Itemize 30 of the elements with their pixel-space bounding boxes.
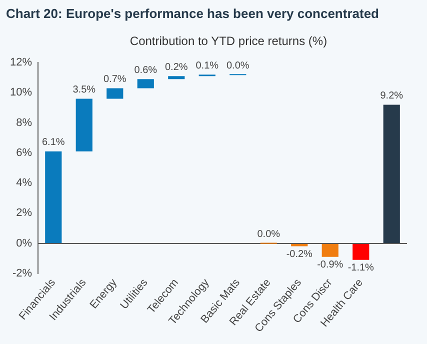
data-label: 9.2%: [380, 90, 404, 102]
y-tick-label: 10%: [10, 86, 32, 99]
data-label: -0.9%: [317, 260, 344, 271]
data-label: 0.1%: [196, 60, 219, 72]
chart-title: Chart 20: Europe's performance has been very concentrated: [5, 5, 380, 23]
y-tick-label: 6%: [16, 146, 32, 159]
data-label: 0.7%: [103, 74, 126, 85]
y-tick-label: -2%: [12, 267, 32, 280]
data-label: -1.1%: [348, 262, 374, 274]
y-tick-label: 0%: [16, 237, 32, 250]
data-label: 0.0%: [226, 60, 250, 72]
y-tick-label: 12%: [10, 56, 32, 69]
bar: [352, 243, 370, 260]
bar: [383, 104, 400, 244]
bar: [322, 243, 338, 257]
y-tick-label: 4%: [16, 177, 32, 190]
data-label: 0.6%: [134, 64, 158, 76]
data-label: 0.0%: [257, 229, 280, 240]
bar: [76, 98, 92, 152]
data-label: 3.5%: [72, 84, 96, 96]
bar: [168, 76, 185, 80]
bar: [137, 79, 154, 88]
data-label: -0.2%: [286, 249, 313, 260]
data-label: 0.2%: [164, 62, 188, 73]
chart-subtitle: Contribution to YTD price returns (%): [128, 34, 328, 50]
y-tick-label: 8%: [16, 116, 32, 129]
bar: [45, 151, 62, 244]
bar: [106, 88, 124, 99]
data-label: 6.1%: [42, 137, 65, 148]
y-tick-label: 2%: [16, 207, 32, 220]
